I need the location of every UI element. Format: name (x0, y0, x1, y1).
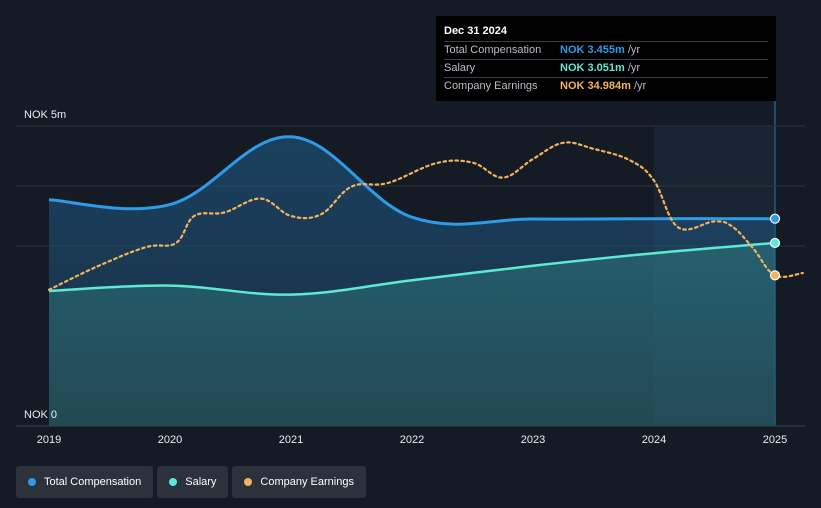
company-earnings-marker (769, 270, 781, 281)
x-tick-label: 2022 (400, 434, 424, 446)
tooltip-unit: /yr (627, 44, 641, 56)
salary-area (49, 242, 775, 426)
legend-label: Total Compensation (44, 476, 142, 488)
legend: Total Compensation Salary Company Earnin… (16, 466, 366, 498)
tooltip-label: Total Compensation (444, 44, 542, 56)
y-axis-top-label: NOK 5m (24, 109, 66, 121)
legend-item-total-compensation[interactable]: Total Compensation (16, 466, 154, 498)
legend-dot-icon (244, 478, 253, 486)
tooltip-row-total-compensation: Total Compensation NOK 3.455m /yr (444, 41, 768, 59)
salary-line (48, 241, 776, 296)
company-earnings-line (47, 141, 804, 291)
tooltip-unit: /yr (633, 80, 647, 92)
tooltip-unit: /yr (627, 62, 641, 74)
legend-label: Company Earnings (260, 476, 354, 488)
tooltip-value: NOK 3.051m (560, 62, 625, 74)
x-tick-label: 2021 (279, 434, 303, 446)
total-compensation-line (48, 135, 776, 226)
tooltip-label: Salary (444, 62, 476, 74)
x-tick-label: 2024 (642, 434, 666, 446)
salary-marker (769, 237, 781, 249)
total-compensation-marker (769, 213, 781, 224)
tooltip-row-company-earnings: Company Earnings NOK 34.984m /yr (444, 77, 768, 95)
legend-label: Salary (185, 476, 217, 488)
tooltip-value: NOK 3.455m (560, 44, 625, 56)
tooltip-value: NOK 34.984m (560, 80, 631, 92)
legend-item-company-earnings[interactable]: Company Earnings (232, 466, 366, 498)
tooltip: Dec 31 2024 Total Compensation NOK 3.455… (436, 16, 776, 101)
x-tick-label: 2019 (37, 434, 61, 446)
tooltip-row-salary: Salary NOK 3.051m /yr (444, 59, 768, 77)
compensation-chart: NOK 5m NOK 0 2019 2020 2021 2022 2023 2024 202… (16, 16, 805, 446)
tooltip-label: Company Earnings (444, 80, 538, 92)
legend-item-salary[interactable]: Salary (157, 466, 229, 498)
y-axis-bottom-label: NOK 0 (24, 409, 57, 421)
x-tick-label: 2025 (763, 434, 787, 446)
x-tick-label: 2020 (158, 434, 182, 446)
tooltip-date: Dec 31 2024 (444, 25, 507, 37)
x-tick-label: 2023 (521, 434, 545, 446)
legend-dot-icon (28, 478, 36, 486)
legend-dot-icon (169, 478, 178, 486)
